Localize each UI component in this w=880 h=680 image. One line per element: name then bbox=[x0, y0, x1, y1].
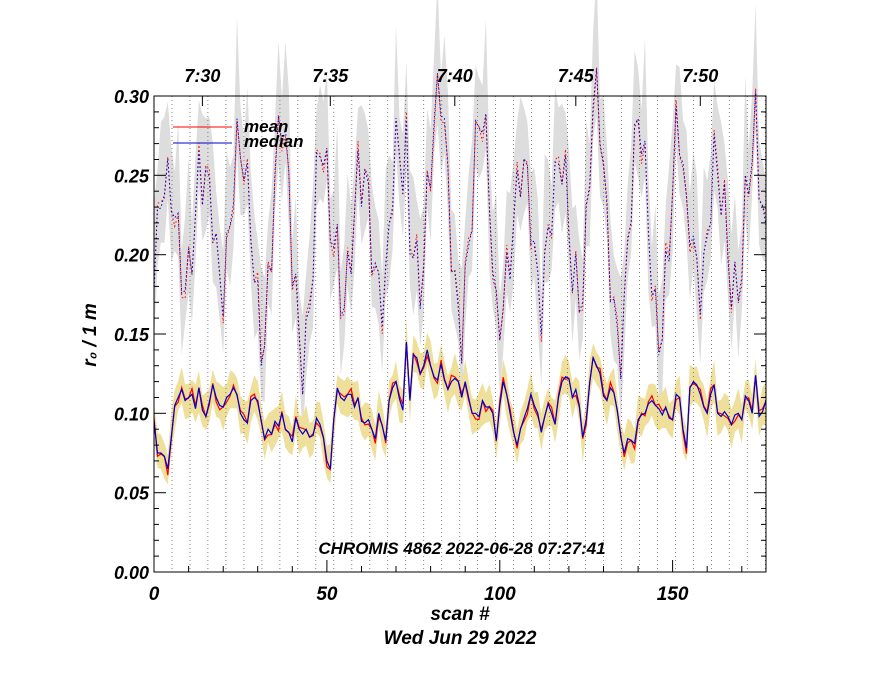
median-line bbox=[154, 341, 766, 470]
legend: mean median bbox=[173, 117, 304, 151]
axes: 0.00 0.05 0.10 0.15 0.20 0.25 0.30 0 50 100 150 7:3… bbox=[114, 66, 766, 605]
top-time-label: 7:40 bbox=[437, 66, 473, 86]
x-tick-label: 100 bbox=[484, 584, 516, 605]
y-tick-label: 0.30 bbox=[114, 87, 149, 107]
chart-annotation: CHROMIS 4862 2022-06-28 07:27:41 bbox=[318, 539, 605, 558]
top-time-label: 7:50 bbox=[682, 66, 718, 86]
date-label: Wed Jun 29 2022 bbox=[384, 628, 537, 649]
y-tick-label: 0.25 bbox=[114, 166, 150, 186]
y-tick-label: 0.15 bbox=[114, 325, 150, 345]
legend-median-label: median bbox=[244, 132, 304, 151]
y-tick-label: 0.05 bbox=[114, 484, 150, 504]
x-tick-label: 150 bbox=[657, 584, 689, 605]
top-time-label: 7:30 bbox=[184, 66, 220, 86]
lower-variability-band bbox=[154, 318, 766, 485]
top-time-label: 7:45 bbox=[558, 66, 595, 86]
variability-bands bbox=[154, 0, 766, 485]
y-axis-label: r₀ / 1 m bbox=[80, 303, 101, 367]
top-time-label: 7:35 bbox=[312, 66, 349, 86]
y-tick-label: 0.10 bbox=[114, 404, 149, 424]
data-series bbox=[154, 67, 766, 476]
x-tick-label: 0 bbox=[149, 584, 160, 605]
x-axis-label: scan # bbox=[430, 604, 490, 625]
upper-variability-band bbox=[154, 0, 766, 435]
y-tick-label: 0.00 bbox=[114, 563, 149, 583]
legend-mean-label: mean bbox=[244, 117, 288, 136]
x-tick-label: 50 bbox=[316, 584, 338, 605]
y-tick-label: 0.20 bbox=[114, 246, 149, 266]
